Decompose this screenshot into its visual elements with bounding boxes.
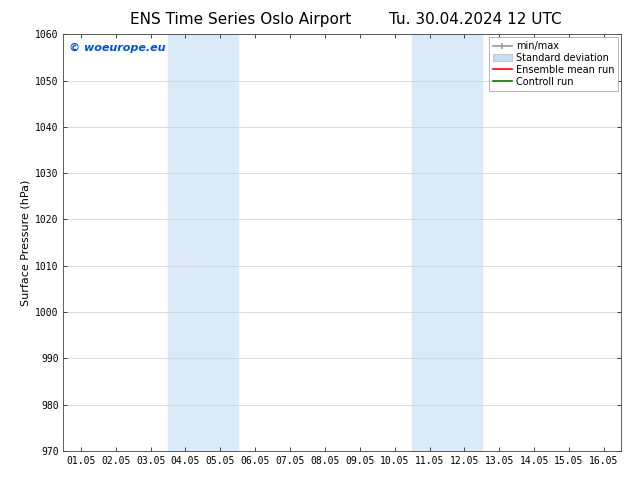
Y-axis label: Surface Pressure (hPa): Surface Pressure (hPa) — [21, 179, 31, 306]
Text: ENS Time Series Oslo Airport: ENS Time Series Oslo Airport — [131, 12, 351, 27]
Bar — [168, 34, 238, 451]
Bar — [412, 34, 482, 451]
Text: Tu. 30.04.2024 12 UTC: Tu. 30.04.2024 12 UTC — [389, 12, 562, 27]
Text: © woeurope.eu: © woeurope.eu — [69, 43, 165, 53]
Legend: min/max, Standard deviation, Ensemble mean run, Controll run: min/max, Standard deviation, Ensemble me… — [489, 37, 618, 91]
